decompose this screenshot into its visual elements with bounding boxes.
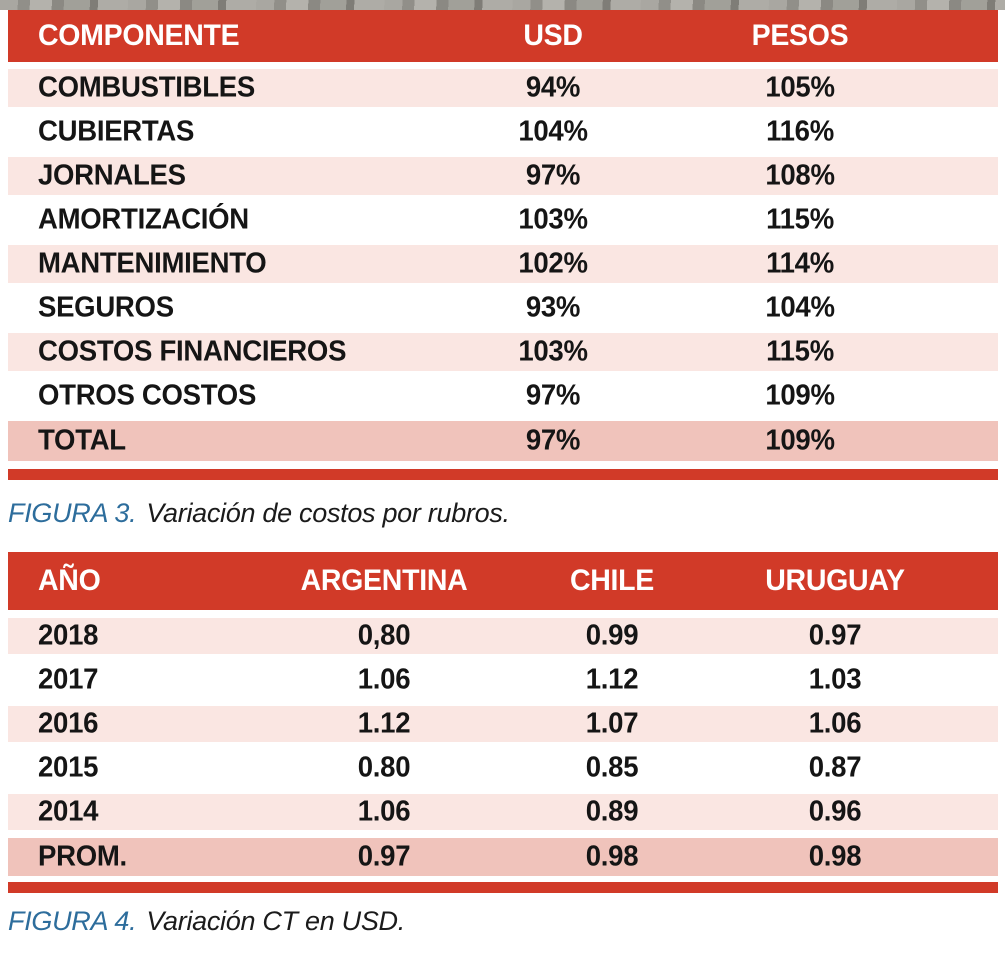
uruguay-value: 0.87 xyxy=(808,751,861,784)
chile-value: 1.12 xyxy=(585,663,639,696)
table-row: MANTENIMIENTO 102% 114% xyxy=(8,245,998,283)
table-row: 2016 1.12 1.07 1.06 xyxy=(8,706,998,742)
table-row: 2014 1.06 0.89 0.96 xyxy=(8,794,998,830)
table-row: 2018 0,80 0.99 0.97 xyxy=(8,618,998,654)
usd-value: 97% xyxy=(525,379,580,412)
pesos-value: 109% xyxy=(765,424,835,457)
table-row: 2017 1.06 1.12 1.03 xyxy=(8,662,998,698)
row-label: CUBIERTAS xyxy=(38,115,195,148)
figure-caption-text: Variación CT en USD. xyxy=(146,906,405,936)
row-label: 2016 xyxy=(38,707,99,740)
figure-caption: FIGURA 3. Variación de costos por rubros. xyxy=(8,495,998,531)
argentina-value: 1.12 xyxy=(357,707,411,740)
usd-value: 103% xyxy=(517,203,588,236)
row-label: 2018 xyxy=(38,619,99,652)
pesos-value: 115% xyxy=(766,335,834,368)
table-row: JORNALES 97% 108% xyxy=(8,157,998,195)
chile-value: 0.89 xyxy=(585,795,639,828)
figura3-costs-table: COMPONENTE USD PESOS COMBUSTIBLES 94% 10… xyxy=(8,10,998,531)
row-label: 2017 xyxy=(38,663,99,696)
page-content: COMPONENTE USD PESOS COMBUSTIBLES 94% 10… xyxy=(8,10,998,939)
chile-value: 0.85 xyxy=(585,751,639,784)
usd-value: 103% xyxy=(517,335,588,368)
row-label: OTROS COSTOS xyxy=(38,379,257,412)
argentina-value: 1.06 xyxy=(357,663,411,696)
figure-caption-label: FIGURA 3. xyxy=(8,498,137,528)
table-header-row: COMPONENTE USD PESOS xyxy=(8,10,998,62)
figure-caption: FIGURA 4. Variación CT en USD. xyxy=(8,903,998,939)
usd-value: 104% xyxy=(517,115,588,148)
red-divider-bar xyxy=(8,469,998,480)
column-header-pesos: PESOS xyxy=(751,19,849,52)
row-label: PROM. xyxy=(38,840,127,873)
uruguay-value: 0.97 xyxy=(808,619,861,652)
row-label: 2014 xyxy=(38,795,99,828)
table-row: CUBIERTAS 104% 116% xyxy=(8,113,998,151)
column-header-chile: CHILE xyxy=(569,564,654,597)
table-row: AMORTIZACIÓN 103% 115% xyxy=(8,201,998,239)
argentina-value: 1.06 xyxy=(357,795,411,828)
table-row: COSTOS FINANCIEROS 103% 115% xyxy=(8,333,998,371)
table-row: OTROS COSTOS 97% 109% xyxy=(8,377,998,415)
usd-value: 94% xyxy=(525,71,580,104)
chile-value: 1.07 xyxy=(585,707,639,740)
row-label: COMBUSTIBLES xyxy=(38,71,255,104)
usd-value: 102% xyxy=(517,247,588,280)
row-label: JORNALES xyxy=(38,159,186,192)
pesos-value: 109% xyxy=(765,379,835,412)
usd-value: 97% xyxy=(525,424,580,457)
argentina-value: 0.97 xyxy=(357,840,411,873)
column-header-argentina: ARGENTINA xyxy=(300,564,468,597)
table-average-row: PROM. 0.97 0.98 0.98 xyxy=(8,838,998,876)
pesos-value: 115% xyxy=(766,203,834,236)
pesos-value: 104% xyxy=(765,291,835,324)
table-row: COMBUSTIBLES 94% 105% xyxy=(8,69,998,107)
uruguay-value: 0.98 xyxy=(808,840,861,873)
row-label: 2015 xyxy=(38,751,99,784)
column-header-usd: USD xyxy=(522,19,583,52)
uruguay-value: 1.06 xyxy=(808,707,861,740)
pesos-value: 108% xyxy=(765,159,835,192)
row-label: TOTAL xyxy=(38,424,126,457)
row-label: MANTENIMIENTO xyxy=(38,247,267,280)
chile-value: 0.98 xyxy=(585,840,639,873)
concrete-texture-strip xyxy=(0,0,1005,10)
row-label: SEGUROS xyxy=(38,291,174,324)
column-header-uruguay: URUGUAY xyxy=(764,564,905,597)
usd-value: 97% xyxy=(525,159,580,192)
red-divider-bar xyxy=(8,882,998,893)
row-label: AMORTIZACIÓN xyxy=(38,203,249,236)
pesos-value: 114% xyxy=(766,247,834,280)
pesos-value: 105% xyxy=(765,71,835,104)
column-header-ano: AÑO xyxy=(38,564,101,597)
argentina-value: 0.80 xyxy=(357,751,411,784)
table-row: 2015 0.80 0.85 0.87 xyxy=(8,750,998,786)
uruguay-value: 0.96 xyxy=(808,795,861,828)
table-header-row: AÑO ARGENTINA CHILE URUGUAY xyxy=(8,552,998,610)
usd-value: 93% xyxy=(525,291,580,324)
figure-caption-label: FIGURA 4. xyxy=(8,906,137,936)
table-total-row: TOTAL 97% 109% xyxy=(8,421,998,461)
figura4-ct-table: AÑO ARGENTINA CHILE URUGUAY 2018 0,80 0.… xyxy=(8,552,998,939)
column-header-componente: COMPONENTE xyxy=(38,19,240,52)
chile-value: 0.99 xyxy=(585,619,639,652)
pesos-value: 116% xyxy=(766,115,834,148)
figure-caption-text: Variación de costos por rubros. xyxy=(146,498,510,528)
table-row: SEGUROS 93% 104% xyxy=(8,289,998,327)
uruguay-value: 1.03 xyxy=(808,663,861,696)
argentina-value: 0,80 xyxy=(357,619,411,652)
row-label: COSTOS FINANCIEROS xyxy=(38,335,347,368)
